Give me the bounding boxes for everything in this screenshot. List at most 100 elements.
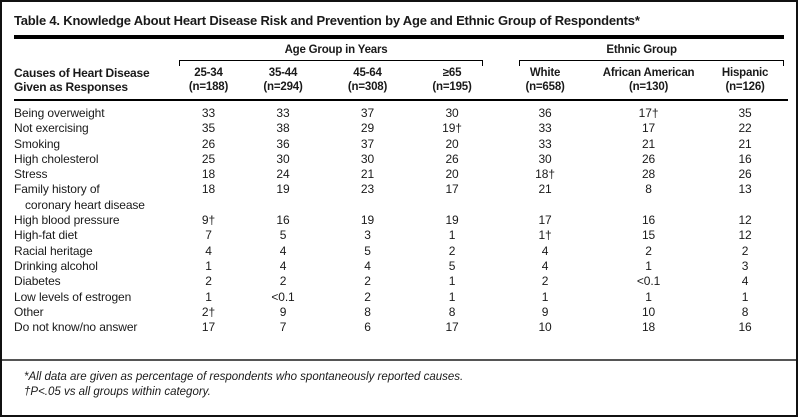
value-cell: 2 xyxy=(645,243,652,258)
value-cell: <0.1 xyxy=(636,274,661,289)
value-cell: 1† xyxy=(538,228,552,243)
col-header-35-44: 35-44 (n=294) xyxy=(240,66,326,101)
value-cell: 2 xyxy=(448,243,456,258)
footnote-divider-rule xyxy=(2,359,796,361)
col-label: 25-34 xyxy=(194,67,223,79)
table-row: Stress 18 24 21 20 18† 28 26 xyxy=(14,167,788,182)
row-label: Drinking alcohol xyxy=(14,258,98,273)
row-label: Do not know/no answer xyxy=(14,320,138,335)
row-label: Family history of coronary heart disease xyxy=(14,182,177,213)
value-cell: 2 xyxy=(741,243,749,258)
value-cell: 1 xyxy=(448,228,456,243)
stub-header-line1: Causes of Heart Disease xyxy=(14,66,150,80)
value-cell: 1 xyxy=(205,289,212,304)
table-row: Do not know/no answer 17 7 6 17 10 18 16 xyxy=(14,320,788,335)
value-cell: 26 xyxy=(445,151,459,166)
value-cell: 5 xyxy=(364,243,371,258)
value-cell: 1 xyxy=(448,289,456,304)
value-cell: 9† xyxy=(201,213,216,228)
value-cell: 12 xyxy=(738,213,752,228)
value-cell: 19 xyxy=(276,182,290,197)
value-cell: 7 xyxy=(205,228,212,243)
data-table: Age Group in Years Ethnic Group Causes o… xyxy=(14,39,789,335)
col-header-white: White (n=658) xyxy=(495,66,596,101)
row-label: Diabetes xyxy=(14,274,61,289)
value-cell: 21 xyxy=(641,136,656,151)
value-cell: 21 xyxy=(538,182,552,197)
col-n: (n=130) xyxy=(628,80,669,93)
bracket-row xyxy=(14,57,788,66)
group-header-row: Age Group in Years Ethnic Group xyxy=(14,39,788,57)
value-cell: 1 xyxy=(645,258,652,273)
col-n: (n=188) xyxy=(188,80,229,93)
value-cell: 38 xyxy=(276,121,290,136)
row-label-line2: coronary heart disease xyxy=(25,197,145,212)
value-cell: 36 xyxy=(276,136,290,151)
value-cell: 26 xyxy=(201,136,216,151)
col-label: White xyxy=(529,67,561,79)
table-title: Table 4. Knowledge About Heart Disease R… xyxy=(14,13,640,28)
table-row: Drinking alcohol 1 4 4 5 4 1 3 xyxy=(14,259,788,274)
value-cell: 26 xyxy=(738,167,752,182)
value-cell: 17 xyxy=(641,121,656,136)
value-cell: 4 xyxy=(541,258,549,273)
value-cell: 28 xyxy=(641,167,656,182)
value-cell: 37 xyxy=(360,136,375,151)
stub-header-line2: Given as Responses xyxy=(14,80,128,94)
col-header-45-64: 45-64 (n=308) xyxy=(326,66,409,101)
row-label: Stress xyxy=(14,167,48,182)
value-cell: 33 xyxy=(276,106,290,120)
value-cell: 35 xyxy=(738,106,752,120)
value-cell: 18 xyxy=(641,320,656,335)
value-cell: <0.1 xyxy=(271,289,295,304)
value-cell: 2 xyxy=(364,274,371,289)
stub-header: Causes of Heart Disease Given as Respons… xyxy=(14,66,177,101)
row-label: Racial heritage xyxy=(14,243,93,258)
value-cell: 18 xyxy=(201,182,216,197)
table-row: Diabetes 2 2 2 1 2 <0.1 4 xyxy=(14,274,788,289)
value-cell: 18 xyxy=(201,167,216,182)
value-cell: 4 xyxy=(279,258,287,273)
value-cell: 16 xyxy=(641,213,656,228)
value-cell: 8 xyxy=(364,304,371,319)
table-row: High blood pressure 9† 16 19 19 17 16 12 xyxy=(14,213,788,228)
row-label-line1: Family history of xyxy=(14,182,100,197)
row-label: Low levels of estrogen xyxy=(14,289,132,304)
table-row: Racial heritage 4 4 5 2 4 2 2 xyxy=(14,244,788,259)
value-cell: 17 xyxy=(445,320,459,335)
row-label: Smoking xyxy=(14,136,60,151)
table-row: Low levels of estrogen 1 <0.1 2 1 1 1 1 xyxy=(14,290,788,305)
value-cell: 30 xyxy=(445,106,459,120)
value-cell: 33 xyxy=(538,121,552,136)
value-cell: 3 xyxy=(741,258,749,273)
row-label: High blood pressure xyxy=(14,213,120,228)
value-cell: 20 xyxy=(445,136,459,151)
col-header-hispanic: Hispanic (n=126) xyxy=(702,66,789,101)
top-rule xyxy=(14,35,784,39)
group-header-spacer xyxy=(14,39,177,57)
value-cell: 6 xyxy=(364,320,371,335)
value-cell: 22 xyxy=(738,121,752,136)
col-n: (n=308) xyxy=(347,80,388,93)
value-cell: 16 xyxy=(276,213,290,228)
value-cell: 8 xyxy=(741,304,749,319)
value-cell: 10 xyxy=(641,304,656,319)
value-cell: 7 xyxy=(279,320,287,335)
value-cell: 15 xyxy=(641,228,656,243)
col-n: (n=195) xyxy=(432,80,472,93)
value-cell: 10 xyxy=(538,320,552,335)
col-header-65-plus: ≥65 (n=195) xyxy=(409,66,496,101)
footnote-asterisk: *All data are given as percentage of res… xyxy=(24,370,464,383)
value-cell: 17 xyxy=(538,213,552,228)
value-cell: 30 xyxy=(360,151,375,166)
value-cell: 2† xyxy=(201,304,216,319)
value-cell: 35 xyxy=(201,121,216,136)
value-cell: 2 xyxy=(541,274,549,289)
table-row: Not exercising 35 38 29 19† 33 17 22 xyxy=(14,121,788,136)
value-cell: 5 xyxy=(448,258,456,273)
value-cell: 4 xyxy=(364,258,371,273)
col-header-african-american: African American (n=130) xyxy=(595,66,703,101)
value-cell: 16 xyxy=(738,320,752,335)
value-cell: 4 xyxy=(541,243,549,258)
